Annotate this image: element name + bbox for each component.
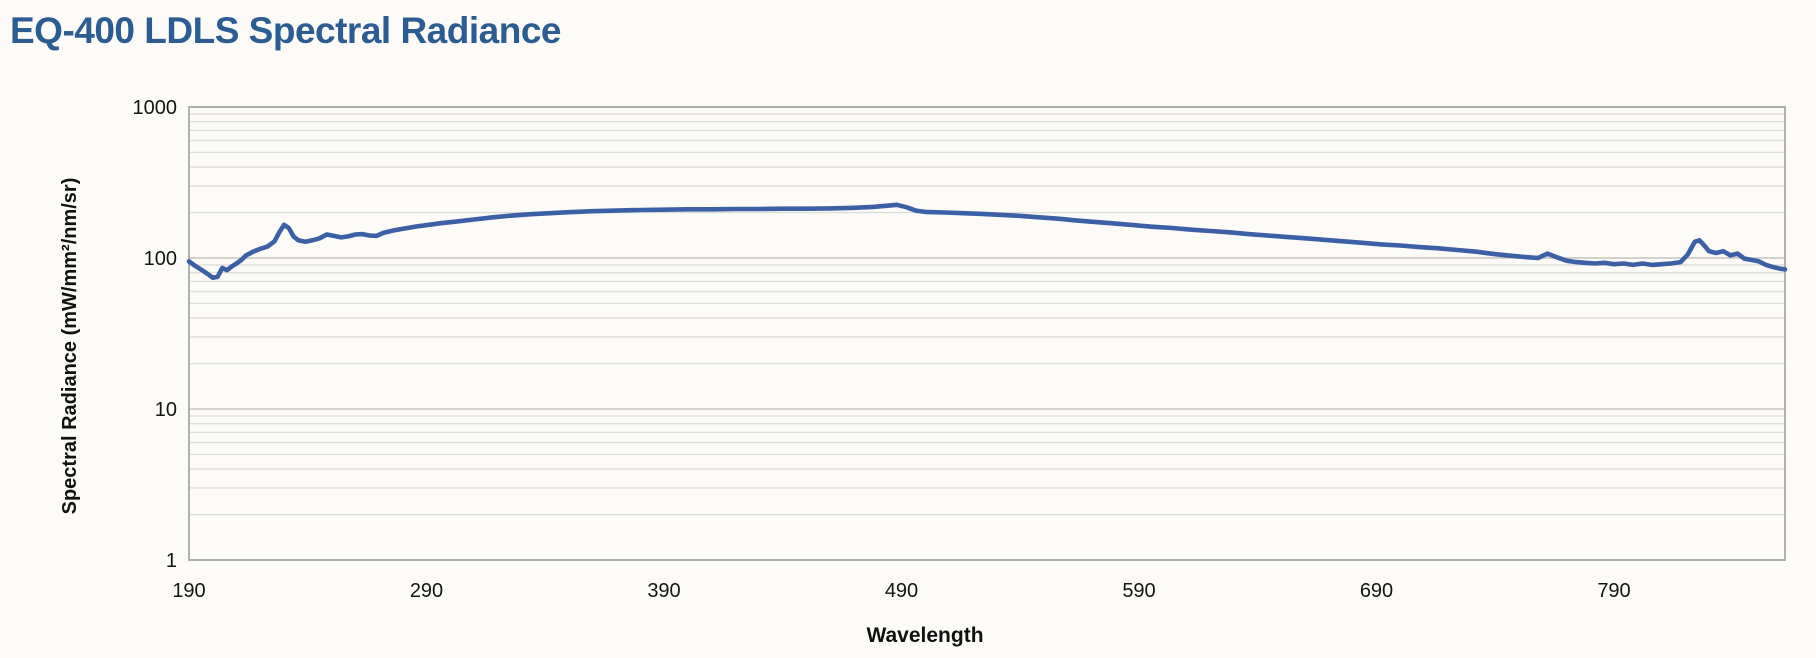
- svg-text:290: 290: [410, 580, 443, 602]
- gridlines-minor: [189, 113, 1785, 516]
- gridlines-major: [189, 106, 1785, 561]
- x-tick-labels: 190 290 390 490 590 690 790: [172, 580, 1630, 602]
- svg-text:1: 1: [166, 550, 177, 572]
- svg-text:100: 100: [144, 248, 177, 270]
- series-line: [186, 202, 1788, 280]
- page-title: EQ-400 LDLS Spectral Radiance: [10, 10, 561, 51]
- svg-text:390: 390: [647, 580, 680, 602]
- svg-text:590: 590: [1122, 580, 1155, 602]
- svg-text:10: 10: [155, 399, 177, 421]
- svg-text:490: 490: [885, 580, 918, 602]
- y-tick-labels: 1 10 100 1000: [133, 97, 178, 572]
- svg-text:790: 790: [1597, 580, 1630, 602]
- x-axis-title: Wavelength: [866, 624, 984, 647]
- svg-text:690: 690: [1360, 580, 1393, 602]
- svg-text:190: 190: [172, 580, 205, 602]
- spectral-radiance-chart: 190 290 390 490 590 690 790 1 10 100 1000 Wavelen…: [0, 70, 1816, 658]
- chart-svg: 190 290 390 490 590 690 790 1 10 100 1000: [133, 97, 1788, 602]
- svg-text:1000: 1000: [133, 97, 178, 119]
- plot-frame: [188, 106, 1786, 561]
- y-axis-title: Spectral Radiance (mW/mm²/nm/sr): [59, 177, 81, 515]
